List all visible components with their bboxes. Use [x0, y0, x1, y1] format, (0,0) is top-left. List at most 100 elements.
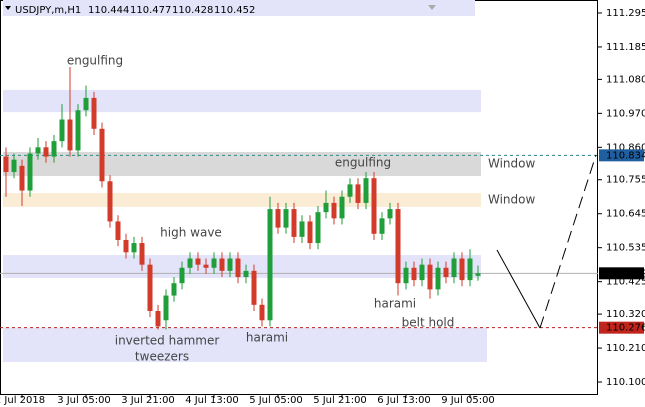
- y-tick-label: 110.535: [606, 243, 645, 254]
- candle-body: [459, 258, 465, 281]
- candle-body: [67, 119, 73, 151]
- candle-body: [387, 209, 393, 219]
- candle-body: [115, 221, 121, 240]
- zone: [3, 89, 481, 113]
- candle-body: [123, 239, 129, 253]
- y-tick-label: 110.100: [606, 377, 645, 388]
- pattern-annotation: belt hold: [402, 316, 455, 330]
- candle-body: [475, 273, 481, 276]
- zone: [3, 0, 475, 17]
- candle-body: [291, 209, 297, 237]
- price-tag: [599, 267, 644, 280]
- candle-body: [91, 97, 97, 129]
- header-value: 110.444: [88, 5, 129, 16]
- price-tag-label: 110.834: [606, 150, 645, 161]
- x-tick-label: 4 Jul 13:00: [185, 395, 239, 406]
- candle-body: [379, 218, 385, 234]
- candle-body: [203, 264, 209, 268]
- y-tick-label: 110.425: [606, 277, 645, 288]
- candle-body: [411, 267, 417, 281]
- scroll-marker: [428, 5, 436, 10]
- candle-body: [451, 258, 457, 278]
- candle-body: [155, 310, 161, 327]
- candle-body: [323, 202, 329, 213]
- x-tick-label: 3 Jul 21:00: [121, 395, 175, 406]
- pattern-annotation: engulfing: [335, 156, 391, 170]
- zone: [3, 151, 481, 177]
- header-value: 110.452: [214, 5, 255, 16]
- candle-body: [27, 153, 33, 191]
- candle-body: [131, 243, 137, 253]
- candle-body: [107, 181, 113, 222]
- candle-body: [35, 147, 41, 154]
- candle-body: [403, 267, 409, 284]
- candle-body: [331, 202, 337, 219]
- candle-body: [251, 270, 257, 305]
- y-tick-label: 111.080: [606, 74, 645, 85]
- y-tick-label: 111.295: [606, 8, 645, 19]
- pattern-annotation: tweezers: [135, 350, 189, 364]
- pattern-annotation: harami: [246, 331, 288, 345]
- candle-body: [163, 295, 169, 321]
- zones: Window Window: [3, 0, 536, 362]
- candle-body: [363, 178, 369, 203]
- candle-body: [267, 209, 273, 321]
- candle-body: [275, 209, 281, 228]
- symbol-title: USDJPY,m,H1: [15, 5, 81, 16]
- candle-body: [99, 128, 105, 182]
- x-tick-label: 9 Jul 05:00: [441, 395, 495, 406]
- candle-body: [211, 258, 217, 268]
- projection-line: [496, 249, 541, 329]
- zone-label: Window: [488, 156, 536, 170]
- pattern-annotation: harami: [374, 297, 416, 311]
- candle-body: [179, 267, 185, 284]
- y-tick-label: 110.320: [606, 309, 645, 320]
- candle-body: [227, 258, 233, 271]
- candle-body: [243, 270, 249, 278]
- candle-body: [435, 267, 441, 290]
- candle-body: [339, 196, 345, 219]
- y-tick-label: 110.970: [606, 108, 645, 119]
- candle-body: [195, 258, 201, 265]
- zone-label: Window: [488, 192, 536, 206]
- menu-arrow: [5, 6, 11, 10]
- candle-body: [427, 264, 433, 290]
- candle-body: [139, 243, 145, 265]
- levels: [0, 154, 598, 329]
- candle-body: [315, 212, 321, 244]
- x-tick-label: 6 Jul 13:00: [377, 395, 431, 406]
- y-tick-label: 110.210: [606, 343, 645, 354]
- candle-body: [467, 258, 473, 281]
- pattern-annotation: engulfing: [67, 54, 123, 68]
- header-value: 110.428: [172, 5, 213, 16]
- candle-body: [219, 258, 225, 271]
- labels: engulfing high wave inverted hammer tweezer…: [67, 54, 455, 364]
- candle-body: [59, 119, 65, 142]
- zone: [3, 193, 481, 207]
- price-tag-label: 110.276: [606, 323, 645, 334]
- x-tick-label: 3 Jul 05:00: [57, 395, 111, 406]
- candle-body: [51, 141, 57, 157]
- x-tick-label: 5 Jul 21:00: [313, 395, 367, 406]
- y-tick-label: 110.755: [606, 175, 645, 186]
- candle-body: [187, 258, 193, 268]
- candle-body: [235, 258, 241, 278]
- x-tick-label: 5 Jul 05:00: [249, 395, 303, 406]
- candle-body: [171, 283, 177, 296]
- price-tag: [599, 321, 644, 334]
- candle-body: [283, 209, 289, 228]
- price-tag: [599, 149, 644, 162]
- candle-body: [83, 97, 89, 111]
- candle-body: [355, 184, 361, 203]
- candle-body: [75, 110, 81, 151]
- y-tick-label: 110.645: [606, 209, 645, 220]
- candle-body: [371, 178, 377, 234]
- candle-body: [299, 221, 305, 237]
- projection-line: [539, 154, 597, 329]
- pattern-annotation: inverted hammer: [115, 334, 220, 348]
- candle-body: [3, 156, 9, 173]
- candle-body: [11, 159, 17, 173]
- candle-body: [347, 184, 353, 197]
- candles: [3, 67, 481, 330]
